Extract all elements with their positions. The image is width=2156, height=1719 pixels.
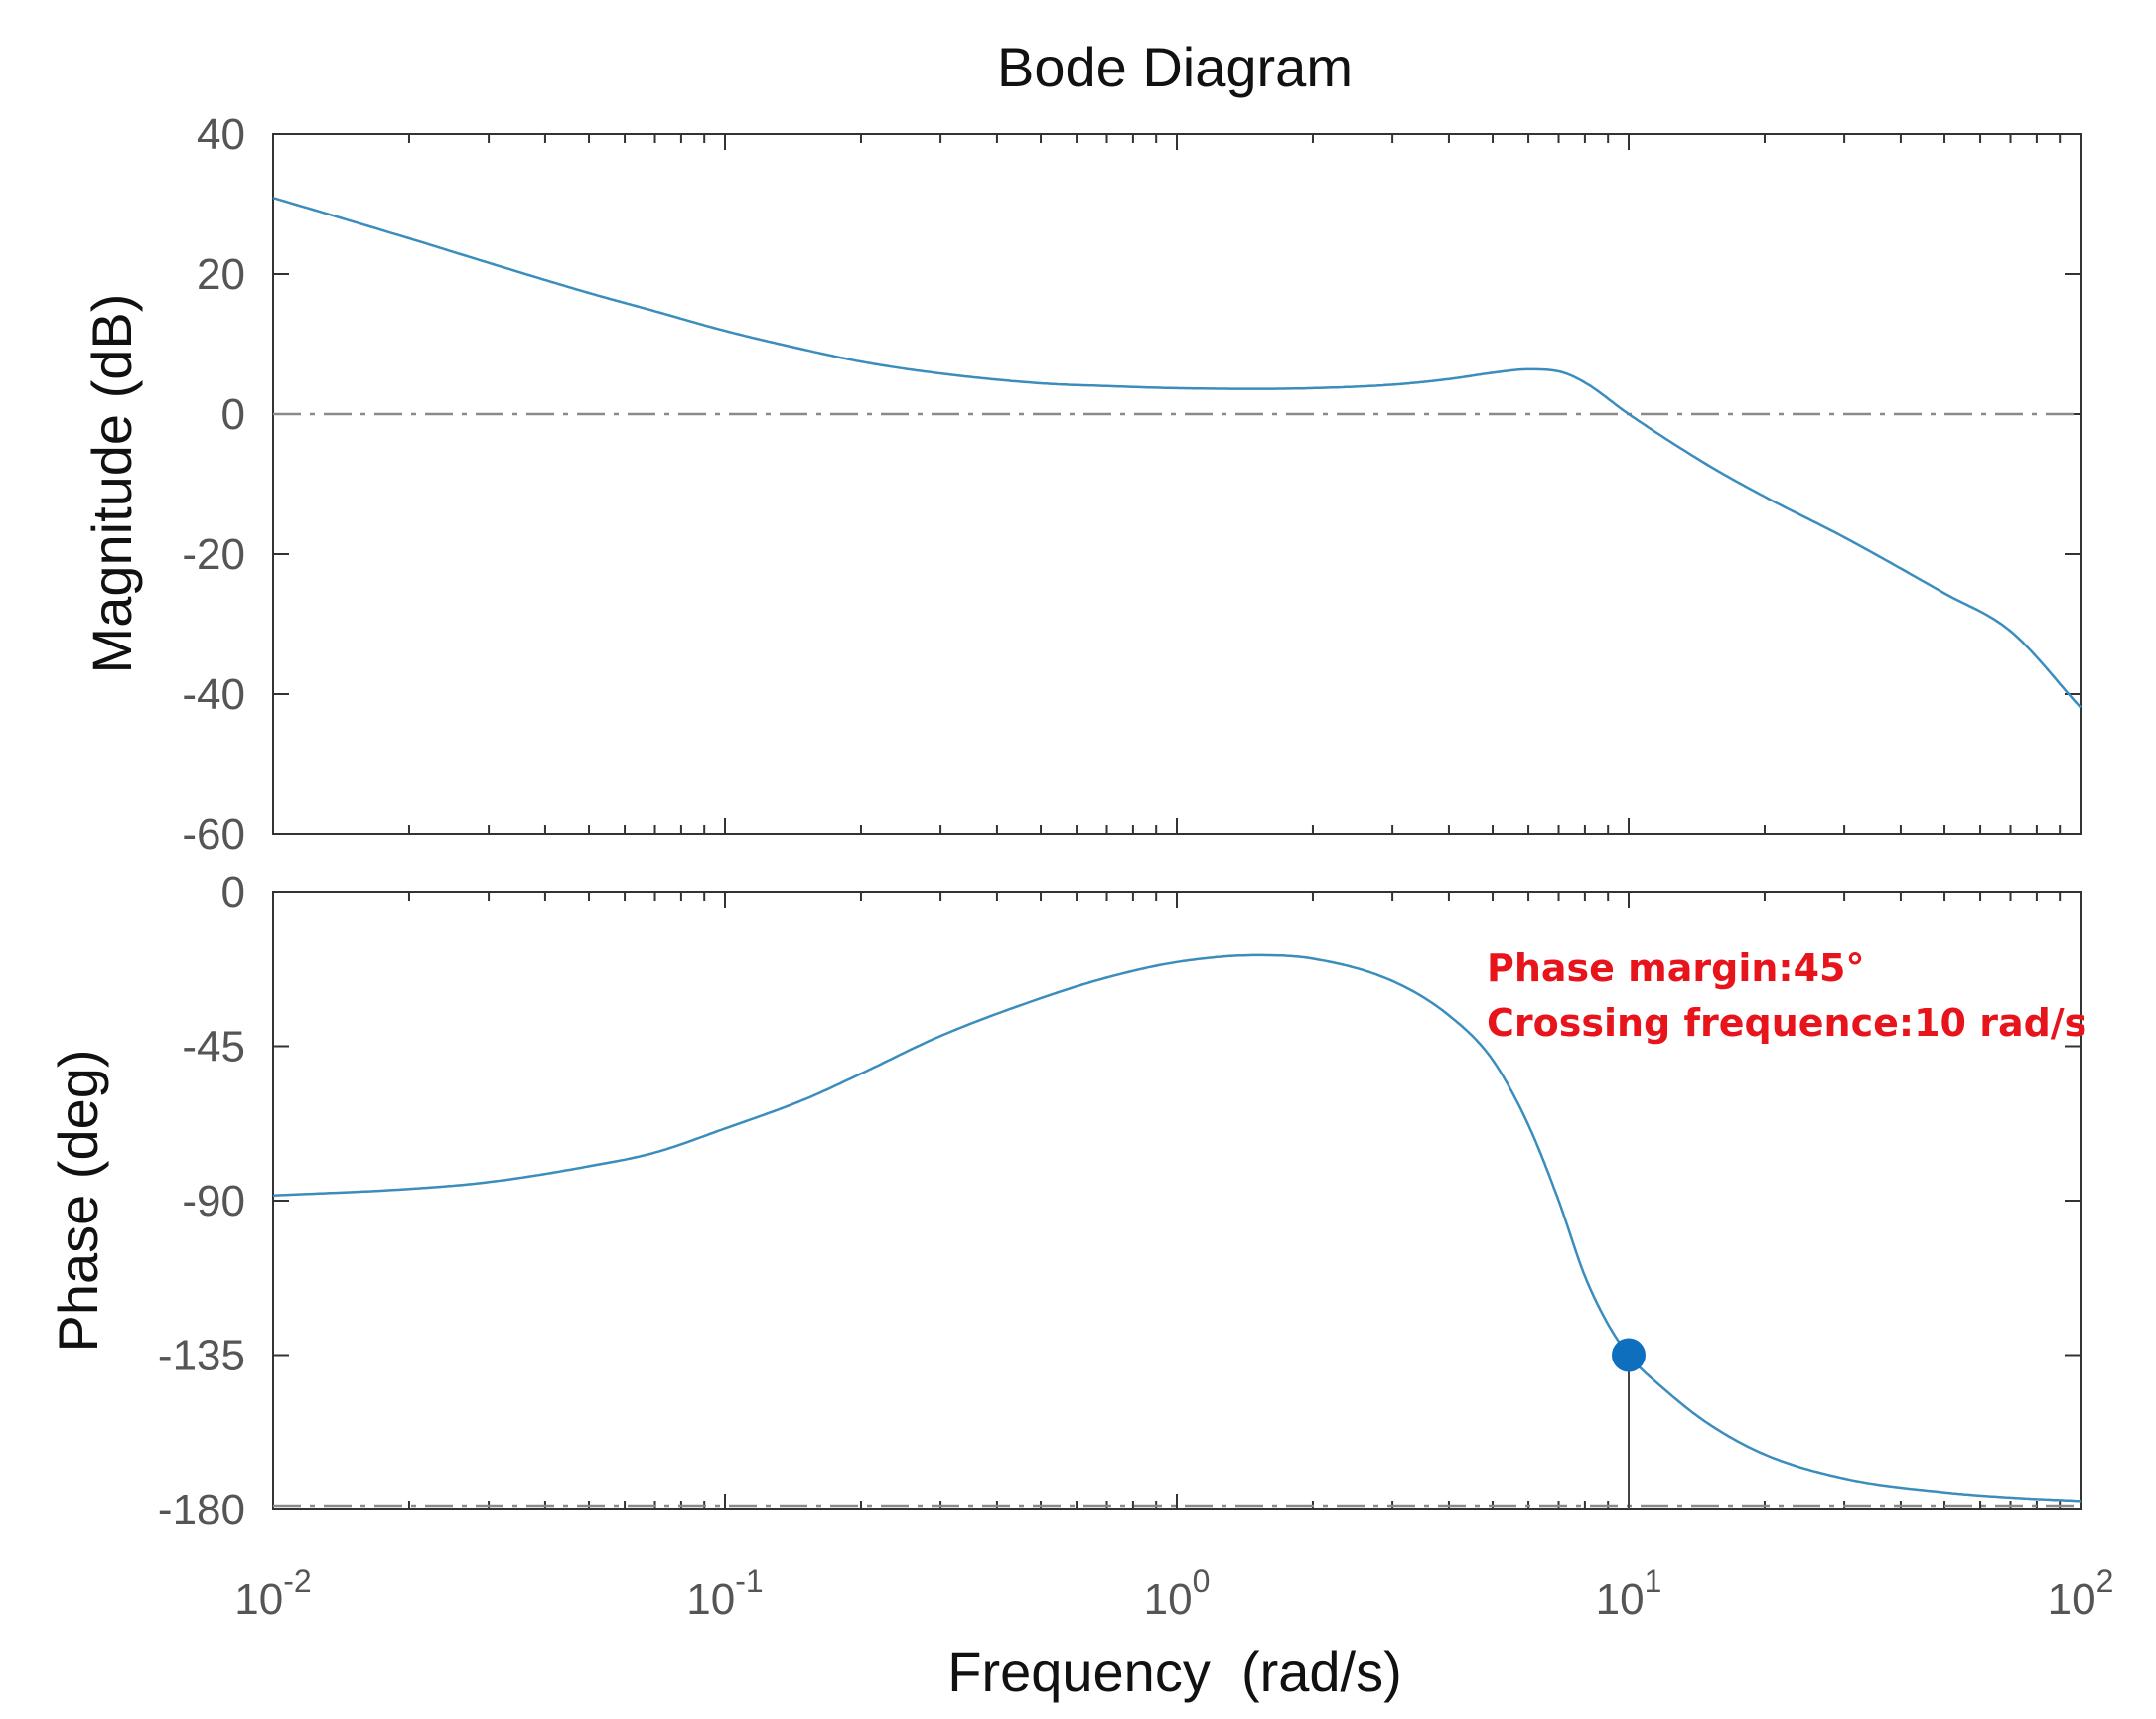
x-tick-label-base: 10 [686, 1575, 735, 1624]
crossing-frequency-annotation: Crossing frequence:10 rad/s [1487, 1001, 2086, 1045]
x-tick-label: 10-1 [686, 1563, 763, 1624]
magnitude-y-tick-label: 20 [197, 250, 245, 299]
phase-margin-annotation: Phase margin:45° [1487, 946, 1865, 990]
phase-y-tick-label: -90 [182, 1177, 245, 1225]
magnitude-y-tick-label: -60 [182, 810, 245, 859]
phase-plot: 0 -45 -90 -135 -180 Phase (deg) Phase margin… [47, 868, 2086, 1534]
phase-y-axis-label: Phase (deg) [47, 1049, 109, 1352]
magnitude-y-tick-label: -20 [182, 530, 245, 579]
x-axis-label: Frequency (rad/s) [947, 1641, 1402, 1703]
x-tick-label: 100 [1144, 1563, 1211, 1624]
x-tick-label-base: 10 [1596, 1575, 1645, 1624]
phase-curve [272, 953, 2082, 1503]
phase-y-tick-labels: 0 -45 -90 -135 -180 [158, 868, 245, 1534]
phase-y-tick-label: -135 [158, 1332, 245, 1380]
x-tick-label: 101 [1596, 1563, 1662, 1624]
magnitude-curve [272, 197, 2082, 709]
x-tick-label-base: 10 [1144, 1575, 1193, 1624]
magnitude-plot-frame [272, 133, 2082, 835]
x-tick-label: 10-2 [234, 1563, 311, 1624]
magnitude-y-axis-label: Magnitude (dB) [80, 294, 143, 674]
magnitude-y-tick-label: 0 [221, 390, 245, 439]
x-tick-label-exponent: 1 [1645, 1563, 1662, 1599]
x-tick-label: 102 [2048, 1563, 2114, 1624]
phase-y-tick-label: 0 [221, 868, 245, 917]
x-tick-label-base: 10 [2048, 1575, 2096, 1624]
x-tick-label-exponent: 0 [1193, 1563, 1211, 1599]
x-tick-label-exponent: -2 [283, 1563, 311, 1599]
magnitude-ticks [272, 133, 2081, 835]
x-tick-label-exponent: -1 [735, 1563, 763, 1599]
x-tick-label-exponent: 2 [2096, 1563, 2114, 1599]
x-tick-label-base: 10 [234, 1575, 283, 1624]
magnitude-y-tick-label: -40 [182, 670, 245, 719]
phase-y-tick-label: -180 [158, 1486, 245, 1534]
magnitude-y-tick-label: 40 [197, 110, 245, 159]
phase-y-tick-label: -45 [182, 1023, 245, 1072]
phase-margin-marker [1612, 1338, 1646, 1372]
chart-title: Bode Diagram [997, 36, 1353, 98]
magnitude-plot: 40 20 0 -20 -40 -60 Magnitude (dB) [80, 110, 2082, 859]
magnitude-y-tick-labels: 40 20 0 -20 -40 -60 [182, 110, 245, 859]
phase-ticks [272, 891, 2081, 1510]
x-tick-labels: 10-2 10-1 100 101 102 [234, 1563, 2113, 1624]
